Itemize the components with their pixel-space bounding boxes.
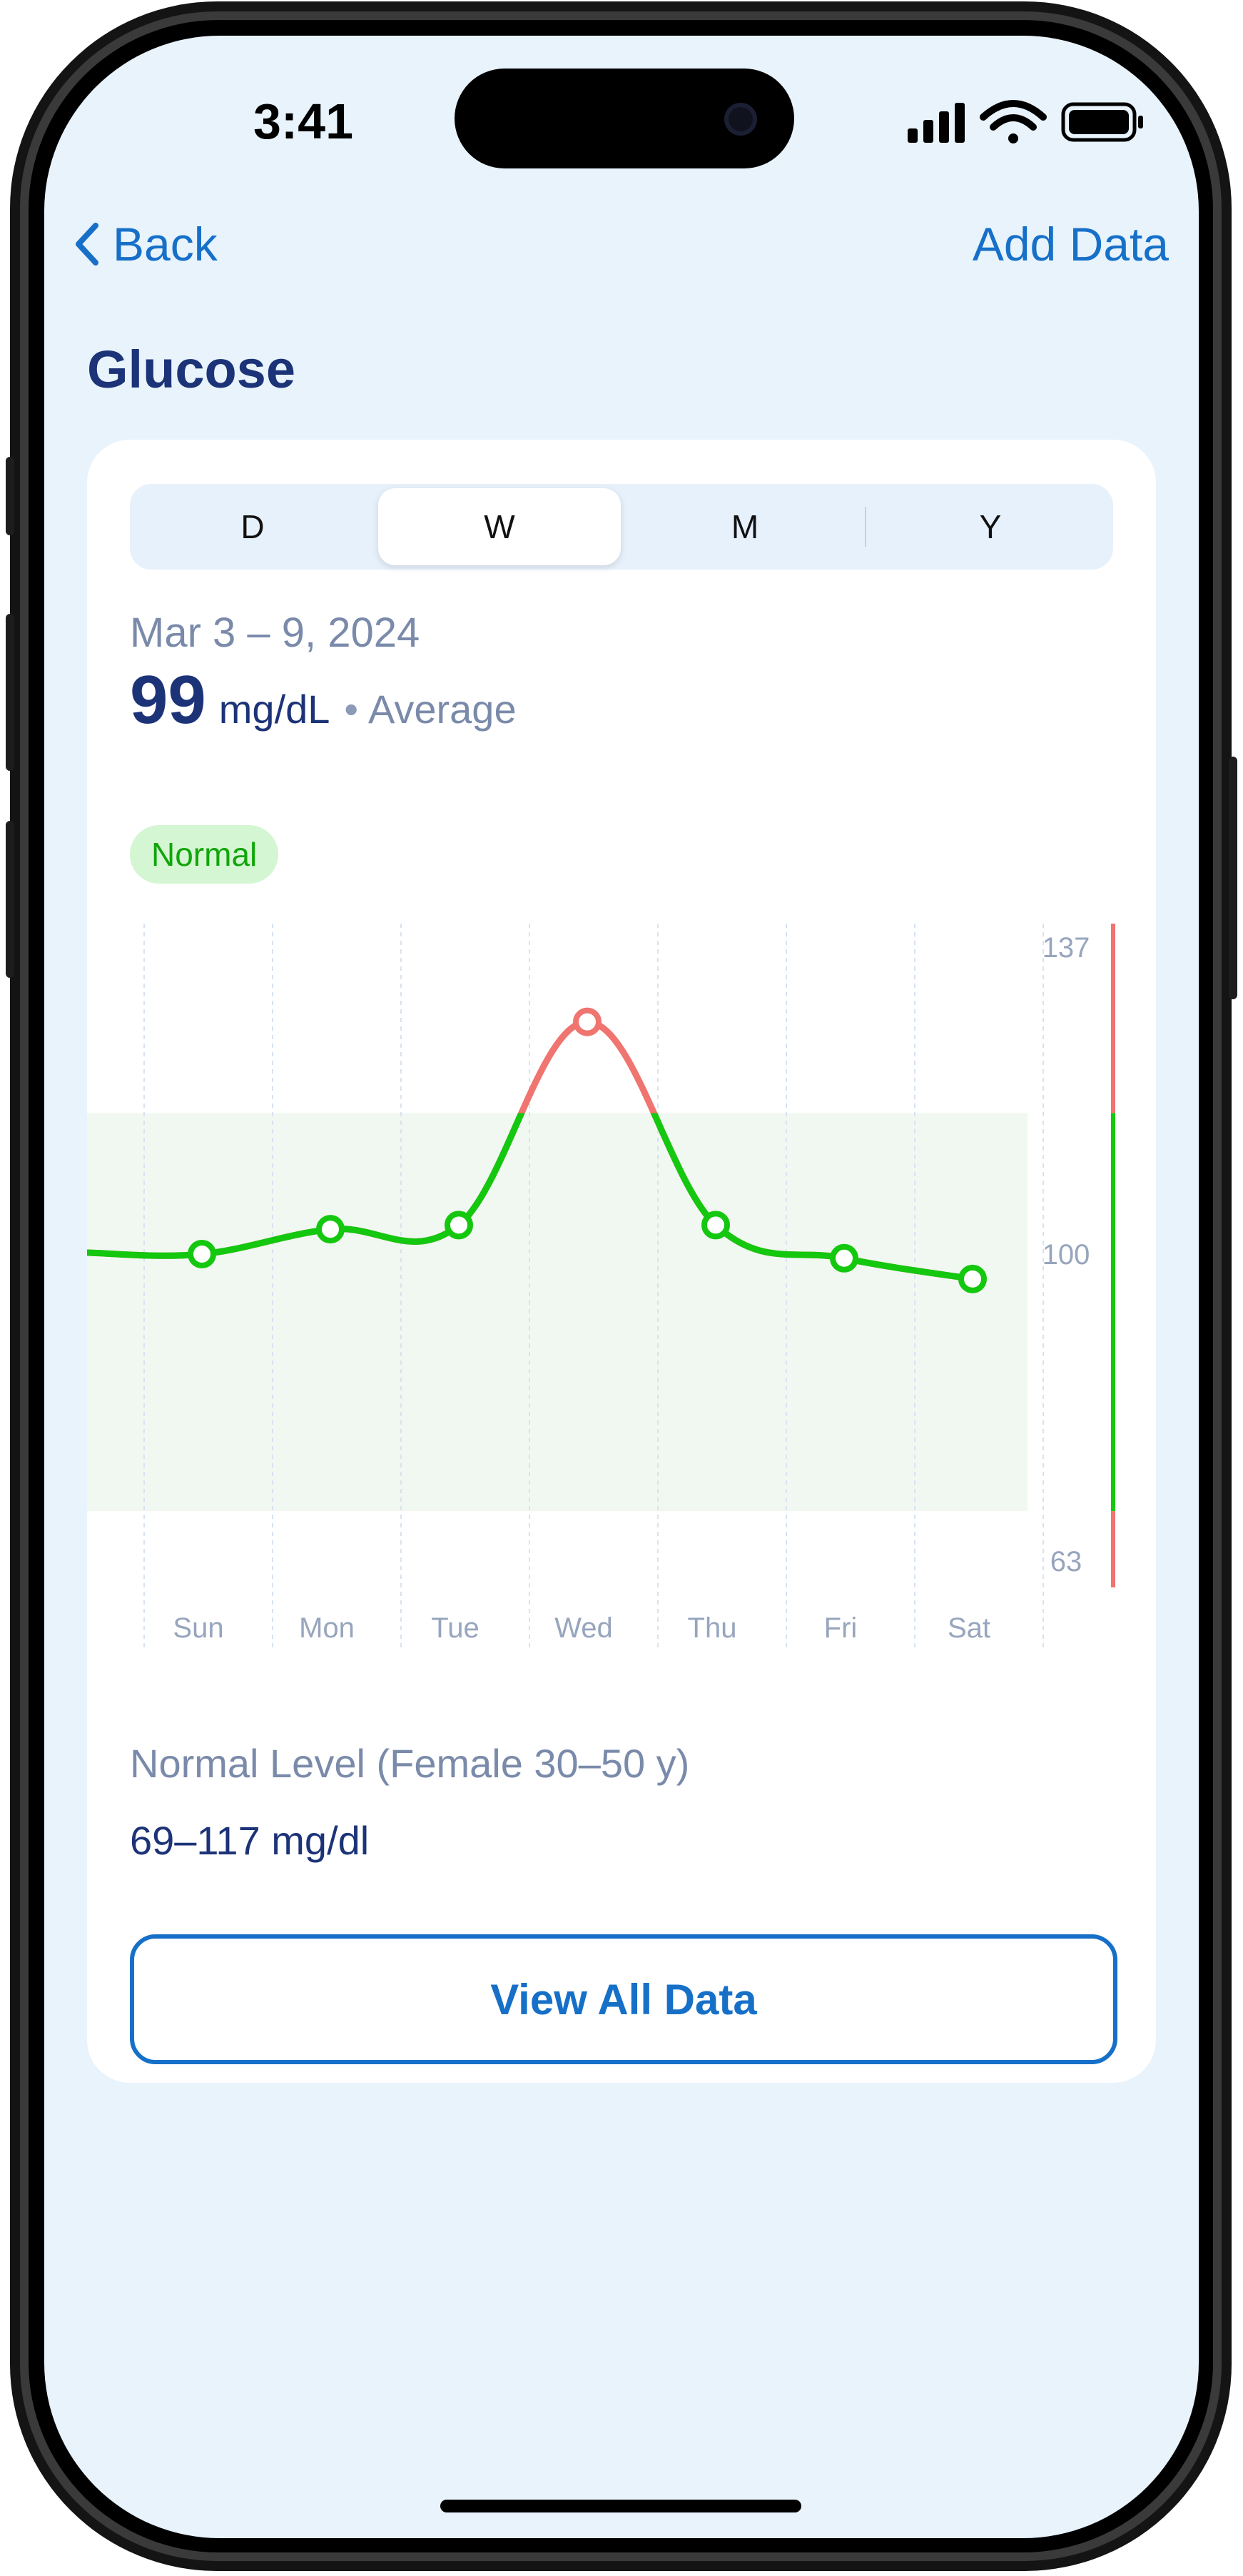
silent-switch (6, 457, 14, 535)
status-badge: Normal (130, 825, 279, 884)
segment-month[interactable]: M (731, 508, 759, 545)
x-tick-label: Sun (173, 1612, 223, 1644)
data-point-fri[interactable] (830, 1243, 858, 1273)
average-label: Average (368, 687, 517, 732)
data-point-thu[interactable] (701, 1211, 730, 1240)
average-value: 99 (130, 662, 206, 738)
camera-icon (724, 103, 757, 136)
dynamic-island (455, 69, 794, 168)
x-tick-label: Wed (554, 1612, 613, 1644)
data-point-tue[interactable] (445, 1211, 473, 1240)
glucose-chart: Sun Mon Tue Wed Thu Fri Sat 137 100 63 (87, 924, 1115, 1652)
chevron-left-icon (76, 223, 98, 266)
series-line-in-range (87, 1113, 976, 1283)
data-point-wed[interactable] (573, 1007, 602, 1036)
data-point-sat[interactable] (958, 1264, 987, 1293)
battery-icon (1061, 102, 1143, 142)
cellular-signal-icon (908, 103, 965, 143)
status-icons (858, 93, 1157, 150)
volume-down-button (6, 821, 14, 978)
screen: 3:41 Back (44, 36, 1199, 2538)
segment-divider (865, 507, 866, 547)
normal-level-value: 69–117 mg/dl (130, 1818, 370, 1863)
glucose-card: D W M Y Mar 3 – 9, 2024 99 mg/dL • Avera… (87, 440, 1156, 2083)
segment-year[interactable]: Y (979, 508, 1002, 545)
volume-up-button (6, 614, 14, 771)
add-data-button[interactable]: Add Data (972, 218, 1169, 271)
date-range: Mar 3 – 9, 2024 (130, 610, 420, 656)
back-button[interactable]: Back (73, 208, 218, 280)
data-point-sun[interactable] (188, 1240, 216, 1268)
home-indicator[interactable] (440, 2500, 801, 2512)
x-tick-label: Thu (688, 1612, 737, 1644)
status-time: 3:41 (253, 94, 354, 149)
average-summary: 99 mg/dL • Average (130, 661, 517, 739)
power-button (1229, 757, 1237, 999)
segment-week[interactable]: W (378, 488, 621, 565)
x-tick-label: Fri (824, 1612, 858, 1644)
period-segmented-control: D W M Y (130, 484, 1113, 570)
separator-dot: • (344, 687, 359, 732)
wifi-icon (980, 100, 1047, 143)
data-point-mon[interactable] (316, 1215, 345, 1244)
view-all-data-button[interactable]: View All Data (130, 1934, 1117, 2064)
segment-day[interactable]: D (240, 508, 265, 545)
page-title: Glucose (87, 340, 295, 399)
normal-level-title: Normal Level (Female 30–50 y) (130, 1741, 690, 1786)
normal-range-band (87, 1113, 1028, 1512)
x-tick-label: Sat (948, 1612, 990, 1644)
back-label: Back (113, 218, 218, 271)
y-tick-label: 100 (1042, 1239, 1090, 1271)
y-tick-label: 137 (1042, 932, 1090, 964)
x-tick-label: Tue (431, 1612, 479, 1644)
average-unit: mg/dL (218, 687, 330, 732)
y-tick-label: 63 (1050, 1546, 1082, 1577)
x-tick-label: Mon (299, 1612, 355, 1644)
